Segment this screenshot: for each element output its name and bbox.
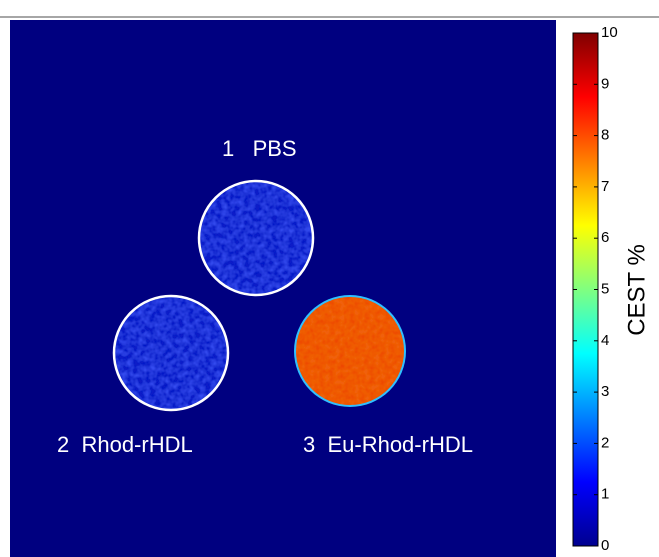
- sample-label: 3 Eu-Rhod-rHDL: [303, 432, 473, 457]
- tick-label: 7: [601, 178, 609, 195]
- sample-pbs: [200, 182, 312, 294]
- sample-rhod: [115, 297, 227, 409]
- tick-label: 0: [601, 537, 609, 554]
- tick-label: 2: [601, 434, 609, 451]
- sample-eu: [296, 297, 404, 405]
- tick-label: 9: [601, 75, 609, 92]
- tick-label: 5: [601, 280, 609, 297]
- figure: 1 PBS 2 Rhod-rHDL 3 Eu-Rhod-rHDL CEST % …: [0, 0, 659, 557]
- sample-label: 2 Rhod-rHDL: [57, 432, 193, 457]
- tick-label: 1: [601, 486, 609, 503]
- sample-label: 1 PBS: [222, 136, 297, 161]
- colorbar-label: CEST %: [623, 244, 650, 336]
- tick-label: 8: [601, 127, 609, 144]
- tick-label: 3: [601, 383, 609, 400]
- tick-label: 6: [601, 229, 609, 246]
- tick-label: 10: [601, 24, 618, 41]
- tick-label: 4: [601, 332, 609, 349]
